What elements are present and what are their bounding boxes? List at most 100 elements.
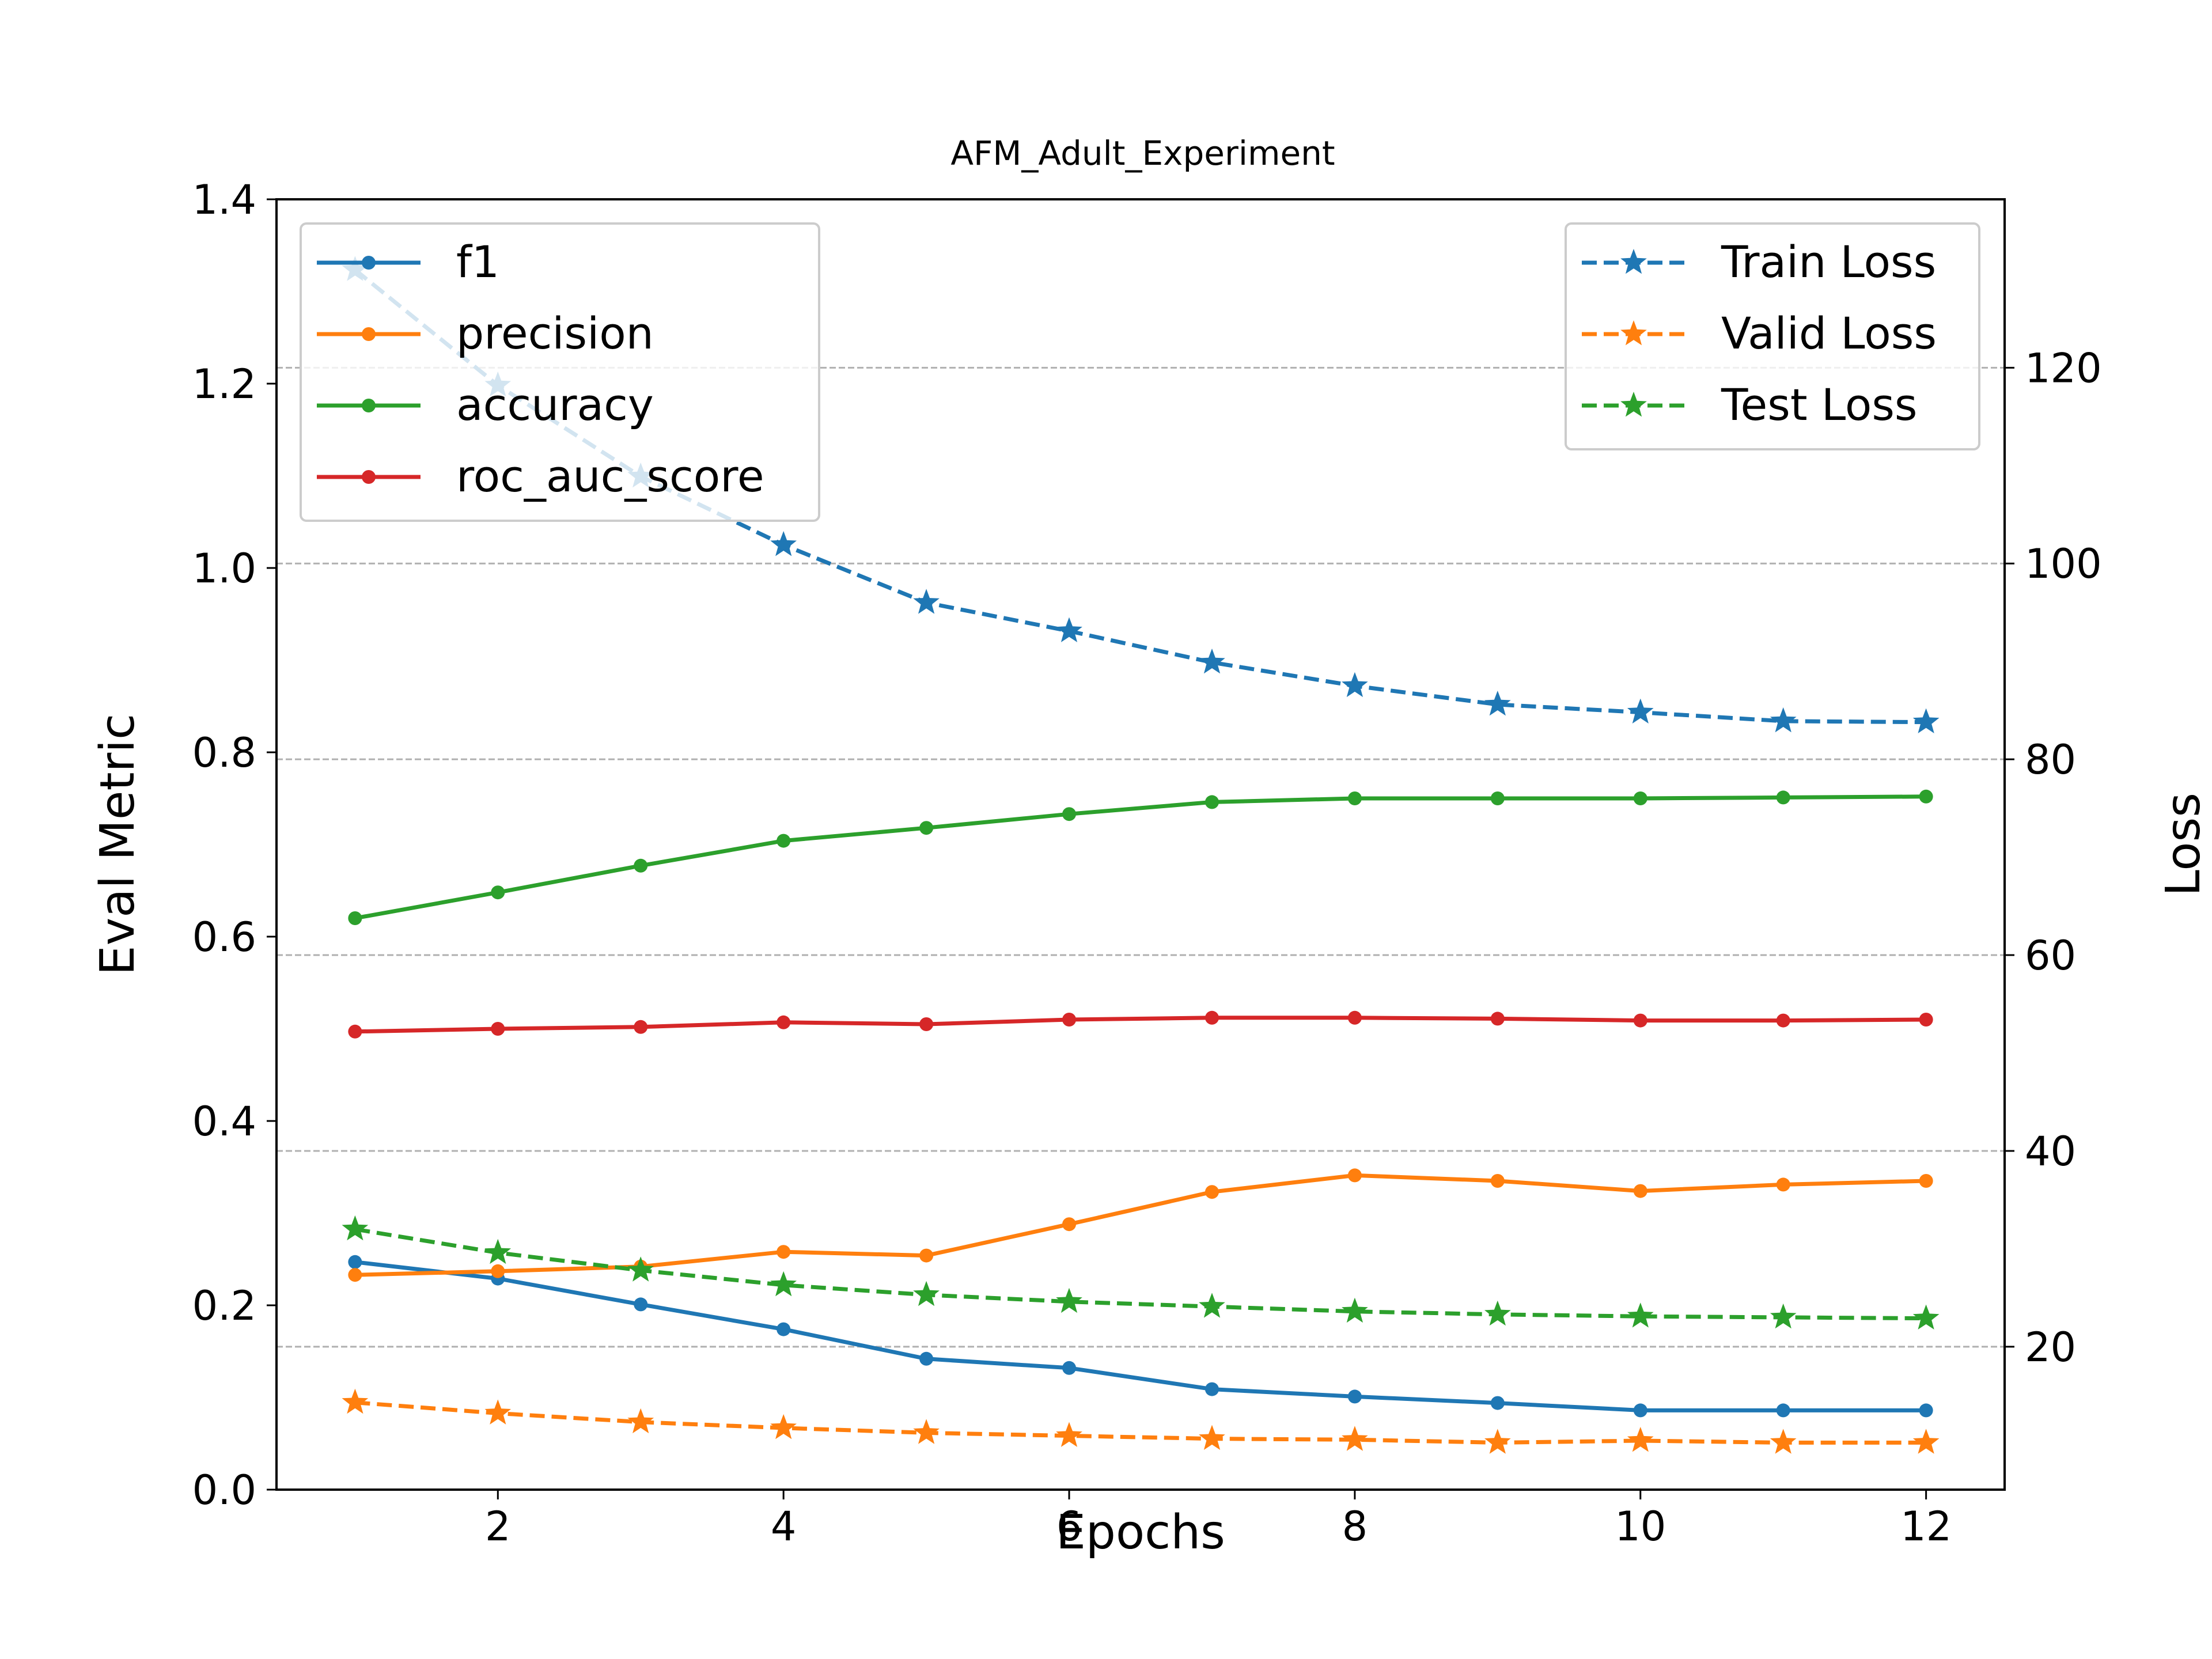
y-axis-label-left: Eval Metric — [90, 714, 145, 975]
data-point — [634, 858, 648, 873]
data-point-star — [1912, 1304, 1940, 1330]
data-point — [1347, 791, 1362, 805]
data-point-star — [770, 1414, 797, 1440]
data-point — [1205, 1382, 1219, 1396]
legend-marker — [362, 470, 376, 484]
data-point-star — [1627, 1427, 1654, 1452]
data-point — [777, 1322, 791, 1336]
chart-title: AFM_Adult_Experiment — [950, 134, 1335, 173]
data-point — [1776, 1013, 1790, 1028]
y-tick-label-left: 1.0 — [192, 545, 256, 592]
y-tick-label-right: 60 — [2025, 932, 2076, 979]
x-tick-label: 8 — [1342, 1503, 1368, 1550]
legend-label: accuracy — [456, 379, 654, 430]
data-point — [1919, 789, 1933, 804]
series-f1 — [348, 1255, 1933, 1418]
data-point-star — [1484, 1300, 1511, 1326]
data-point — [1205, 1010, 1219, 1025]
y-tick-label-left: 1.2 — [192, 361, 256, 408]
data-point — [1776, 1403, 1790, 1418]
data-point-star — [1199, 648, 1225, 674]
legend-box — [300, 222, 820, 522]
data-point-star — [1484, 1429, 1511, 1454]
data-point — [1633, 1184, 1647, 1198]
data-point-star — [484, 1399, 512, 1425]
data-point — [919, 1017, 934, 1031]
series-line — [354, 794, 1926, 921]
data-point-star — [1342, 672, 1368, 698]
data-point — [1490, 791, 1505, 805]
data-point-star — [627, 1408, 654, 1434]
y-tick-label-right: 100 — [2025, 540, 2102, 588]
data-point — [777, 834, 791, 848]
data-point-star — [1199, 1425, 1225, 1450]
legend-marker — [362, 256, 376, 270]
legend-marker — [362, 399, 376, 412]
data-point — [1633, 791, 1647, 805]
data-point — [777, 1015, 791, 1029]
data-point — [1633, 1403, 1647, 1418]
data-point — [348, 1255, 362, 1269]
data-point — [1919, 1403, 1933, 1418]
data-point-star — [1627, 698, 1654, 724]
data-point — [1062, 1361, 1077, 1375]
legend-label: precision — [456, 308, 654, 359]
y-tick-label-left: 0.6 — [192, 914, 256, 961]
data-point — [1776, 1177, 1790, 1192]
legend-box — [1565, 222, 1980, 450]
data-point-star — [484, 1238, 512, 1264]
legend-marker-star — [1620, 320, 1647, 346]
x-tick-label: 4 — [771, 1503, 797, 1550]
data-point-star — [913, 1281, 940, 1306]
legend-label: f1 — [456, 236, 499, 287]
data-point-star — [1770, 1303, 1797, 1329]
data-point — [1919, 1013, 1933, 1027]
data-point — [634, 1020, 648, 1034]
series-roc-auc-score — [348, 1010, 1933, 1039]
data-point — [1062, 1217, 1077, 1232]
legend-label: Valid Loss — [1721, 308, 1937, 359]
x-tick-label: 2 — [485, 1503, 511, 1550]
data-point-star — [770, 1271, 797, 1297]
data-point — [1490, 1012, 1505, 1026]
data-point — [919, 1248, 934, 1263]
data-point — [1919, 1174, 1933, 1188]
data-point — [1490, 1396, 1505, 1410]
data-point-star — [913, 589, 940, 614]
data-point-star — [1770, 707, 1797, 733]
data-point-star — [913, 1419, 940, 1444]
plot-frame — [275, 198, 2006, 1491]
legend-marker-star — [1620, 392, 1647, 417]
data-point — [919, 1351, 934, 1366]
y-tick-label-right: 40 — [2025, 1128, 2076, 1175]
series-valid-loss — [342, 1388, 1940, 1454]
data-point — [348, 911, 362, 925]
data-point-star — [1627, 1302, 1654, 1328]
data-point-star — [1056, 1422, 1082, 1447]
data-point — [634, 1297, 648, 1312]
y-tick-label-left: 0.2 — [192, 1282, 256, 1330]
data-point — [1205, 795, 1219, 809]
x-axis-label: Epochs — [1056, 1505, 1225, 1560]
data-point-star — [1912, 1429, 1940, 1454]
data-point — [1347, 1389, 1362, 1404]
data-point-star — [627, 1256, 654, 1282]
data-point-star — [1342, 1426, 1368, 1451]
data-point — [348, 1268, 362, 1282]
data-point — [919, 821, 934, 835]
data-point-star — [1484, 691, 1511, 716]
data-point — [491, 885, 505, 900]
legend-marker — [362, 327, 376, 341]
series-test-loss — [342, 1215, 1940, 1330]
series-accuracy — [348, 789, 1933, 925]
y-tick-label-left: 0.0 — [192, 1467, 256, 1514]
legend-right: Train Loss Valid Loss Test Loss — [1565, 222, 1980, 450]
data-point-star — [1056, 617, 1082, 642]
y-tick-label-left: 0.8 — [192, 729, 256, 777]
x-tick-label: 10 — [1615, 1503, 1666, 1550]
series-line — [355, 1016, 1926, 1034]
data-point-star — [1199, 1293, 1225, 1318]
series-line — [354, 1260, 1926, 1412]
data-point-star — [1912, 708, 1940, 733]
